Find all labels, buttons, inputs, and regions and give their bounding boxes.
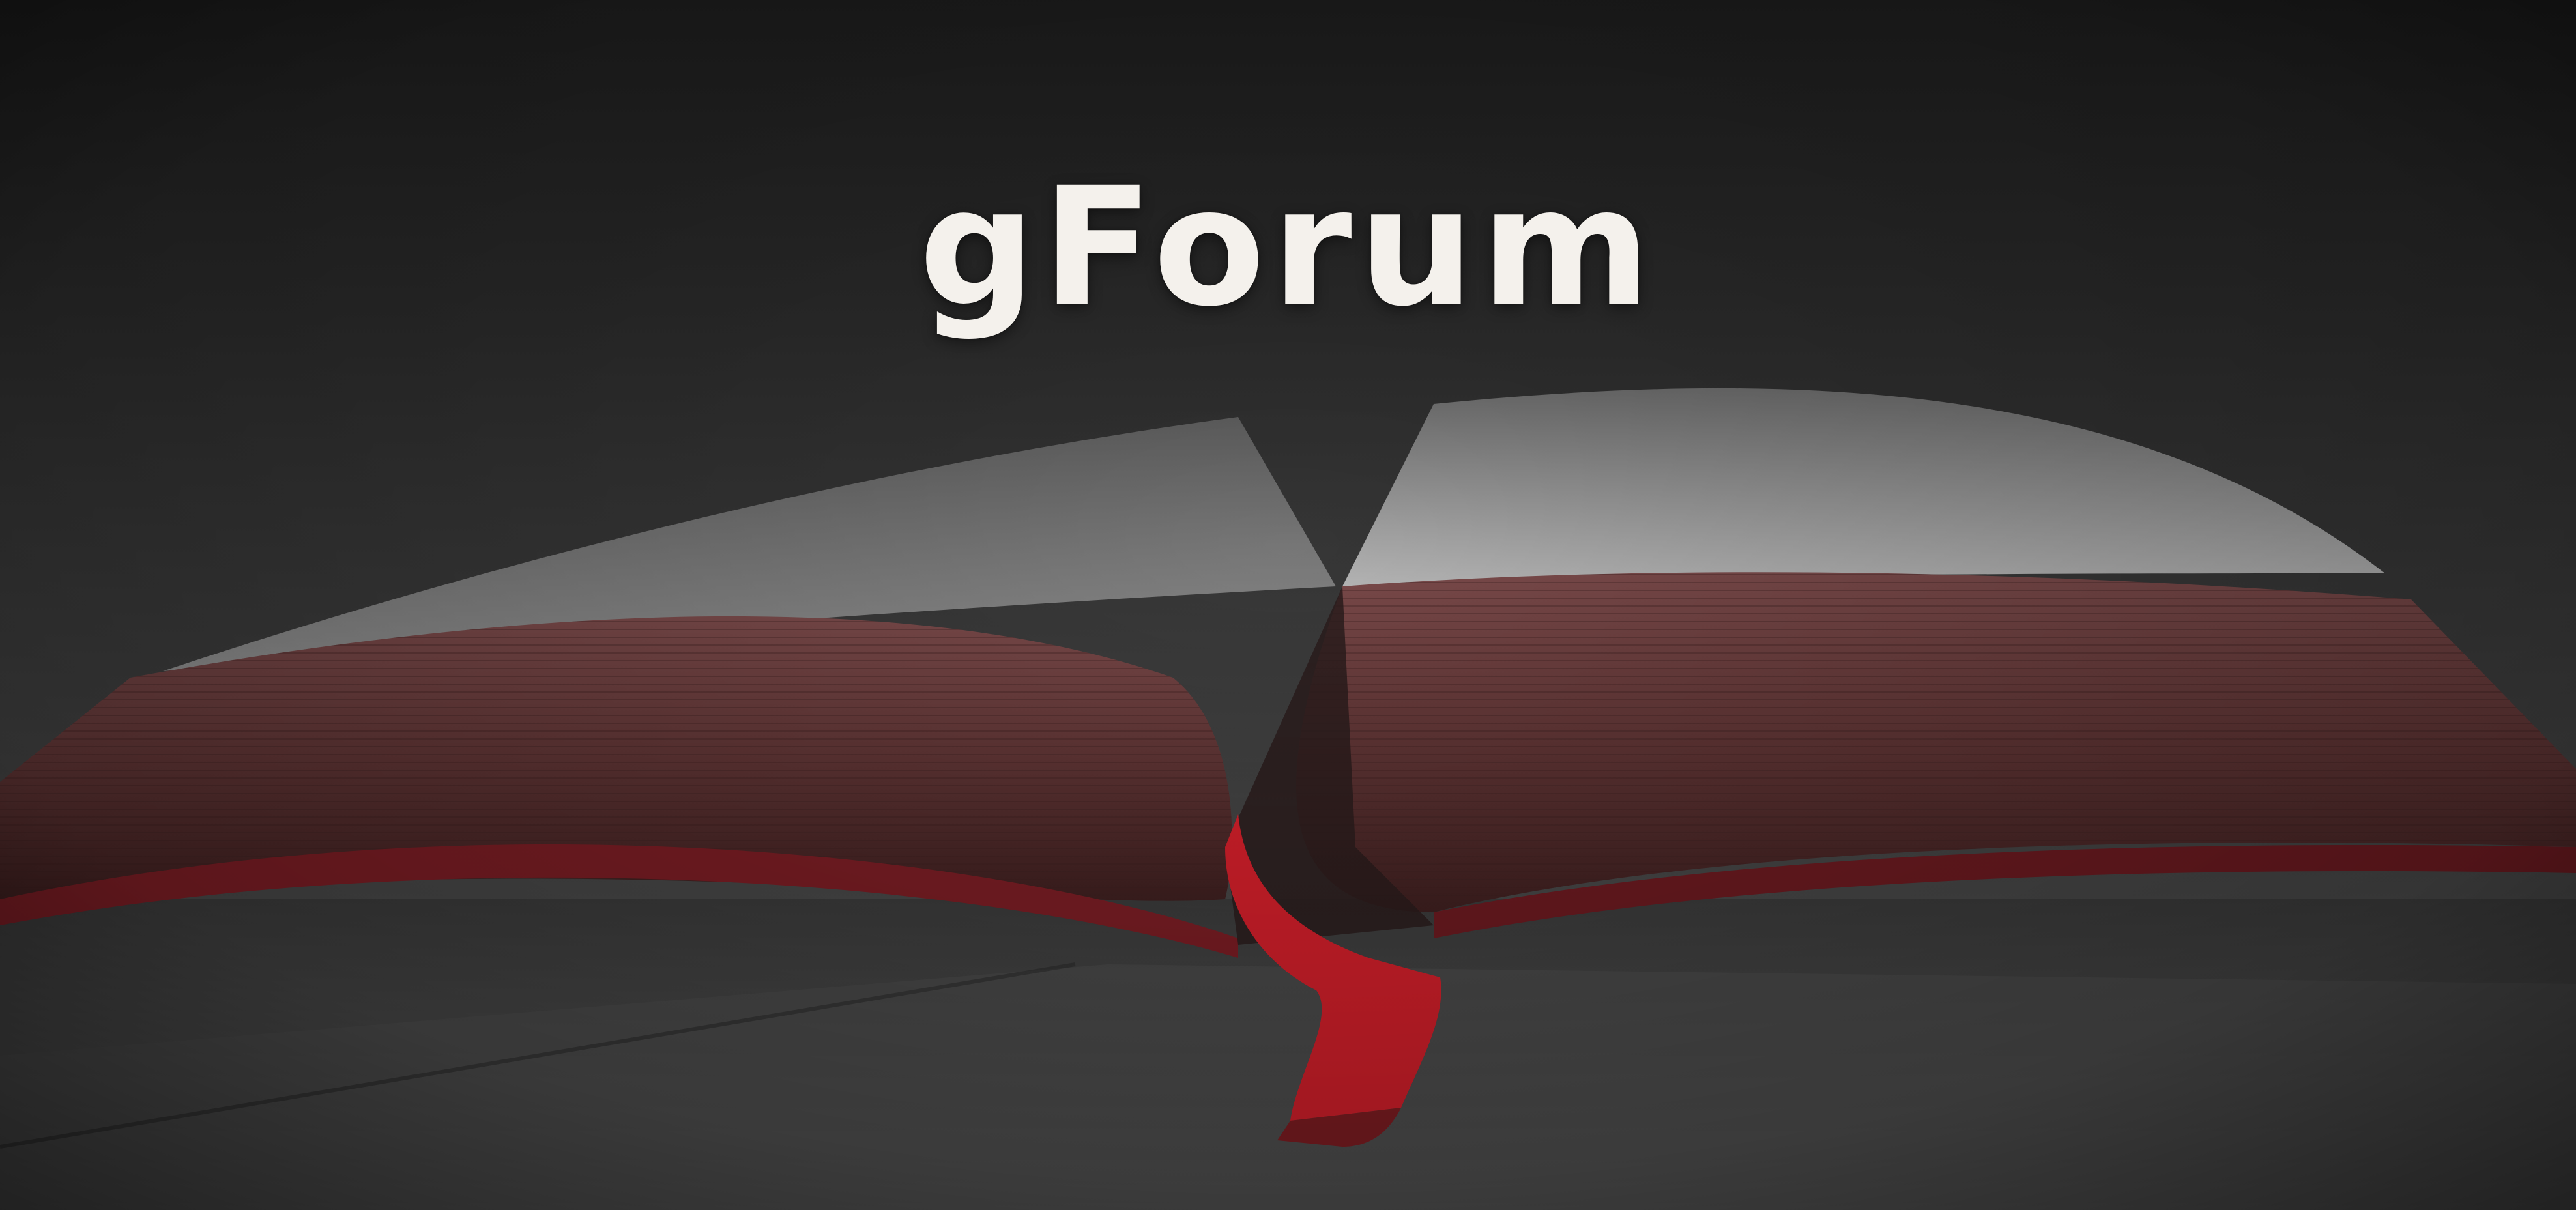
brand-title: gForum (918, 152, 1658, 342)
